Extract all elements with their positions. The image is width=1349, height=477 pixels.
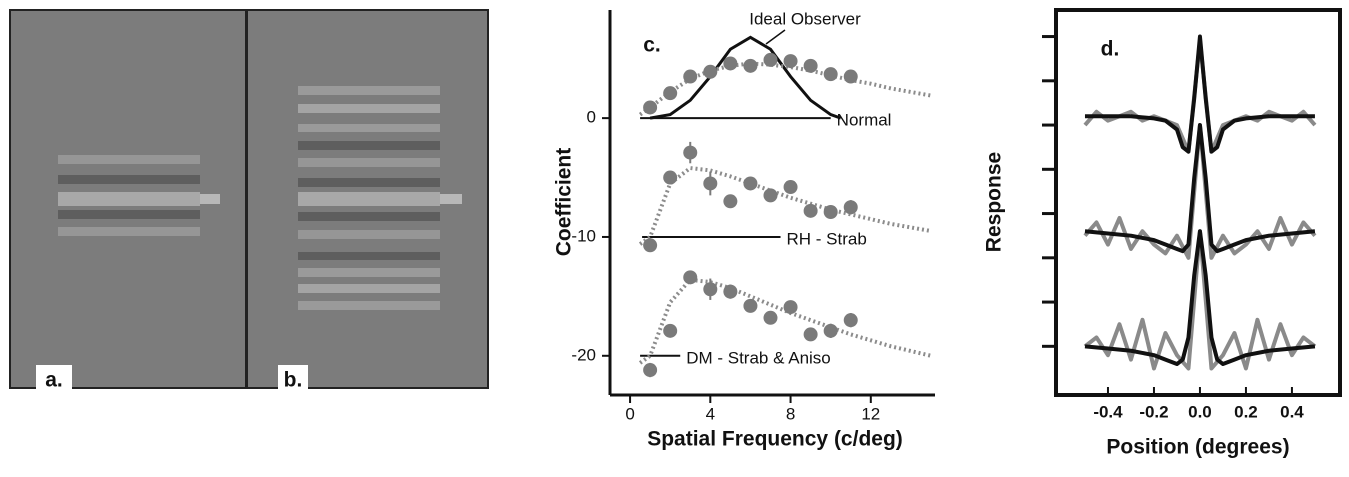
label-box (36, 365, 72, 395)
x-tick-label: -0.4 (1093, 402, 1123, 421)
panel-label: a. (45, 369, 63, 392)
x-tick-label: 8 (786, 404, 795, 423)
data-point (643, 100, 658, 115)
y-axis-label: Coefficient (553, 148, 576, 257)
data-point (723, 194, 738, 209)
x-tick-label: 12 (861, 404, 880, 423)
response-line (1084, 123, 1316, 254)
data-point (743, 58, 758, 73)
response-line (1084, 229, 1316, 367)
x-axis-label: Spatial Frequency (c/deg) (647, 428, 903, 451)
y-tick-label: -10 (571, 226, 596, 245)
data-point (703, 176, 718, 191)
data-point (803, 327, 818, 342)
data-point (683, 145, 698, 160)
data-point (703, 282, 718, 297)
x-tick-label: -0.2 (1139, 402, 1168, 421)
data-point (723, 56, 738, 71)
x-tick-label: 0 (625, 404, 634, 423)
data-point (683, 69, 698, 84)
panel-label: d. (1101, 38, 1120, 61)
data-point (803, 58, 818, 73)
data-point (823, 67, 838, 82)
data-point (743, 176, 758, 191)
panel-label: c. (643, 34, 661, 57)
y-tick-label: 0 (587, 108, 596, 127)
data-point (783, 54, 798, 69)
data-point (703, 64, 718, 79)
data-point (763, 188, 778, 203)
data-point (643, 363, 658, 378)
x-tick-label: 0.4 (1280, 402, 1304, 421)
ideal-observer-line (649, 35, 842, 120)
plot-frame (1054, 8, 1342, 397)
stripes-a (58, 155, 220, 236)
x-tick-label: 0.2 (1234, 402, 1258, 421)
label-box (278, 365, 308, 395)
stripes-b (298, 86, 462, 310)
data-point (723, 284, 738, 299)
annotation-arrow (765, 29, 786, 45)
series-label: Normal (837, 111, 892, 130)
x-axis-label: Position (degrees) (1106, 436, 1289, 459)
fit-line (638, 277, 932, 365)
data-point (823, 323, 838, 338)
fit-line (638, 61, 932, 117)
data-point (763, 310, 778, 325)
x-tick-label: 0.0 (1188, 402, 1212, 421)
data-point (743, 298, 758, 313)
data-point (763, 52, 778, 67)
data-point (783, 180, 798, 195)
data-point (663, 323, 678, 338)
data-point (643, 238, 658, 253)
series-label: DM - Strab & Aniso (686, 348, 831, 367)
data-point (663, 170, 678, 185)
data-point (843, 69, 858, 84)
data-point (843, 200, 858, 215)
series-label: RH - Strab (787, 229, 867, 248)
data-point (803, 203, 818, 218)
y-tick-label: -20 (571, 345, 596, 364)
x-tick-label: 4 (706, 404, 715, 423)
data-point (823, 205, 838, 220)
data-point (683, 270, 698, 285)
y-axis-label: Response (983, 152, 1006, 252)
data-point (843, 313, 858, 328)
response-line (1084, 34, 1315, 154)
panel-label: b. (284, 369, 303, 392)
data-point (783, 300, 798, 315)
annotation: Ideal Observer (749, 9, 861, 28)
data-point (663, 86, 678, 101)
